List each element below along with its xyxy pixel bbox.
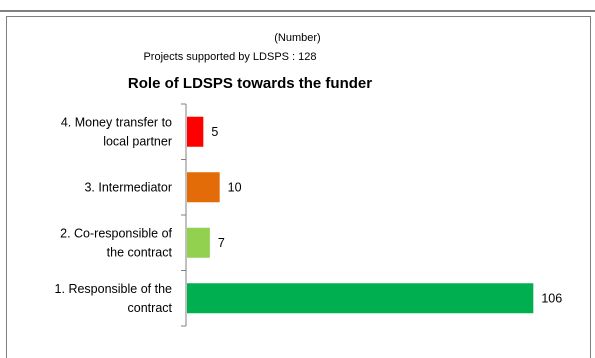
category-label: 1. Responsible of the contract xyxy=(55,282,173,315)
project-count-note: Projects supported by LDSPS : 128 xyxy=(143,51,317,63)
data-label: 7 xyxy=(218,236,225,250)
unit-note: (Number) xyxy=(274,32,321,44)
top-strip xyxy=(0,0,595,12)
category-label: 2. Co-responsible of the contract xyxy=(60,226,172,259)
chart-title: Role of LDSPS towards the funder xyxy=(127,75,373,92)
bar-3 xyxy=(187,227,210,258)
bar-2 xyxy=(187,172,220,203)
bar-4 xyxy=(187,283,534,314)
data-label: 106 xyxy=(541,291,562,305)
data-label: 5 xyxy=(211,125,218,139)
bar-1 xyxy=(187,116,204,147)
data-label: 10 xyxy=(228,180,242,194)
category-label: 3. Intermediator xyxy=(84,180,172,194)
category-label: 4. Money transfer to local partner xyxy=(61,115,172,148)
